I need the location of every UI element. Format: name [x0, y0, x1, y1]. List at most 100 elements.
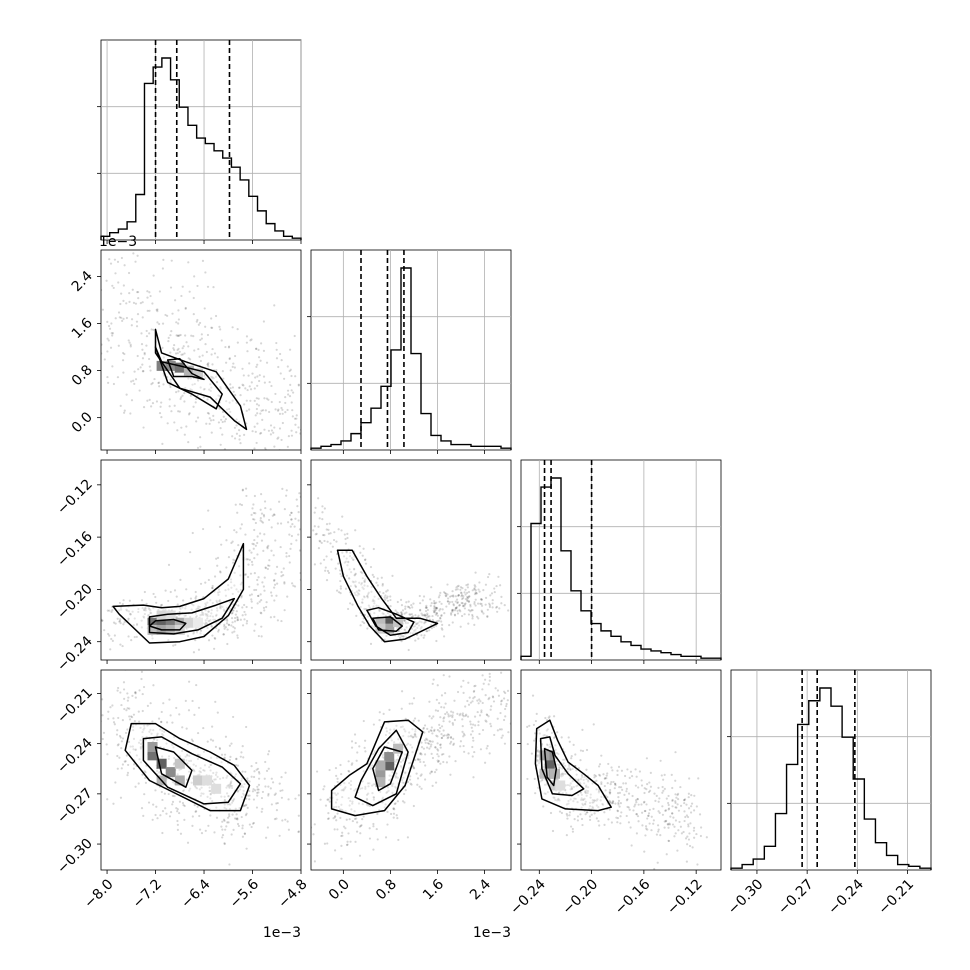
- density-cell: [156, 758, 167, 769]
- sample-point: [239, 618, 242, 621]
- sample-point: [557, 797, 560, 800]
- sample-point: [557, 798, 560, 801]
- sample-point: [498, 607, 501, 610]
- sample-point: [104, 665, 106, 667]
- sample-point: [147, 613, 151, 617]
- sample-point: [294, 375, 297, 378]
- sample-point: [217, 630, 220, 633]
- sample-point: [192, 313, 195, 316]
- sample-point: [406, 780, 410, 784]
- sample-point: [182, 789, 186, 792]
- sample-point: [321, 511, 324, 514]
- sample-point: [287, 435, 290, 438]
- sample-point: [454, 607, 457, 610]
- sample-point: [257, 594, 260, 598]
- sample-point: [472, 723, 475, 726]
- sample-point: [174, 352, 178, 355]
- sample-point: [546, 744, 549, 747]
- sample-point: [329, 550, 333, 553]
- sample-point: [307, 529, 309, 531]
- sample-point: [256, 578, 259, 582]
- sample-point: [192, 769, 196, 772]
- sample-point: [451, 716, 454, 719]
- sample-point: [206, 411, 210, 415]
- sample-point: [117, 311, 121, 314]
- sample-point: [223, 798, 226, 802]
- sample-point: [434, 609, 437, 612]
- sample-point: [285, 555, 288, 558]
- sample-point: [260, 493, 263, 496]
- sample-point: [679, 825, 682, 828]
- sample-point: [676, 792, 680, 796]
- contour-level-0: [534, 719, 612, 812]
- sample-point: [489, 725, 493, 728]
- sample-point: [101, 720, 102, 723]
- sample-point: [257, 348, 260, 351]
- sample-point: [364, 785, 367, 788]
- sample-point: [219, 385, 222, 389]
- sample-point: [385, 791, 388, 795]
- sample-point: [185, 727, 188, 730]
- sample-point: [550, 731, 554, 735]
- sample-point: [243, 832, 246, 835]
- sample-point: [303, 502, 305, 504]
- sample-point: [643, 800, 646, 803]
- sample-point: [559, 773, 563, 776]
- sample-point: [288, 348, 292, 351]
- sample-point: [479, 748, 483, 751]
- sample-point: [132, 252, 135, 255]
- sample-point: [186, 762, 189, 765]
- sample-point: [404, 605, 407, 608]
- sample-point: [125, 316, 129, 320]
- sample-point: [404, 730, 407, 733]
- sample-point: [560, 811, 564, 815]
- sample-point: [195, 420, 198, 423]
- sample-point: [125, 302, 128, 305]
- sample-point: [53, 292, 55, 294]
- density-cell: [165, 360, 176, 371]
- sample-point: [118, 620, 121, 623]
- sample-point: [280, 776, 283, 779]
- sample-point: [145, 602, 148, 605]
- sample-point: [245, 803, 248, 806]
- sample-point: [364, 562, 368, 565]
- sample-point: [169, 334, 172, 337]
- sample-point: [557, 791, 561, 794]
- sample-point: [353, 574, 357, 577]
- sample-point: [20, 236, 22, 238]
- sample-point: [659, 759, 662, 762]
- sample-point: [266, 546, 269, 549]
- sample-point: [546, 728, 549, 731]
- sample-point: [231, 631, 234, 634]
- sample-point: [452, 594, 455, 597]
- sample-point: [530, 752, 533, 755]
- sample-point: [459, 712, 462, 715]
- sample-point: [643, 791, 646, 795]
- sample-point: [193, 785, 197, 788]
- sample-point: [215, 599, 218, 602]
- sample-point: [595, 788, 598, 791]
- sample-point: [583, 790, 587, 793]
- sample-point: [430, 586, 433, 589]
- sample-point: [413, 717, 417, 720]
- sample-point: [403, 618, 406, 622]
- sample-point: [56, 751, 58, 753]
- sample-point: [155, 805, 158, 808]
- sample-point: [243, 618, 246, 621]
- sample-point: [225, 776, 228, 779]
- sample-point: [327, 571, 331, 574]
- sample-point: [92, 707, 94, 709]
- sample-point: [223, 803, 226, 806]
- sample-point: [256, 535, 259, 538]
- sample-point: [407, 600, 410, 603]
- sample-point: [276, 801, 279, 805]
- sample-point: [205, 614, 208, 617]
- sample-point: [442, 752, 445, 756]
- sample-point: [263, 609, 266, 612]
- sample-point: [378, 719, 381, 722]
- sample-point: [206, 363, 209, 366]
- sample-point: [584, 800, 587, 803]
- sample-point: [192, 632, 195, 635]
- sample-point: [234, 807, 237, 810]
- sample-point: [262, 349, 266, 352]
